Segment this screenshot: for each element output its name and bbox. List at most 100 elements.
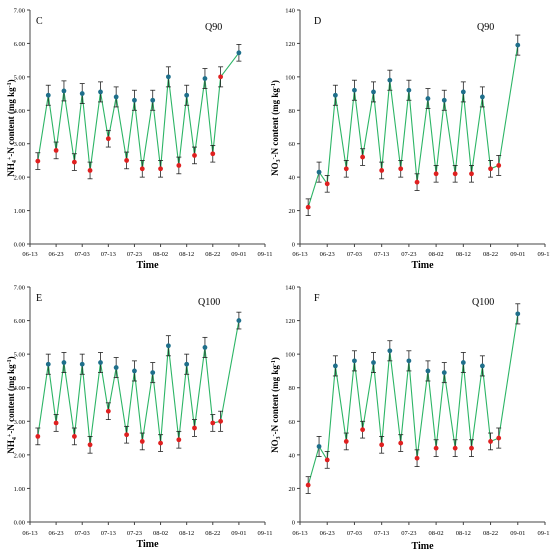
x-tick-label: 09-01 xyxy=(231,251,246,258)
data-point xyxy=(379,168,385,173)
x-tick-label: 07-23 xyxy=(401,530,416,537)
data-point xyxy=(398,166,404,172)
y-tick-label: 100 xyxy=(285,352,295,359)
data-point xyxy=(202,76,208,81)
data-point xyxy=(79,361,85,367)
y-tick-label: 60 xyxy=(289,419,296,426)
x-tick-label: 06-13 xyxy=(22,530,37,537)
y-tick-label: 40 xyxy=(289,452,296,459)
panel-annotation: Q90 xyxy=(205,22,222,33)
data-point xyxy=(324,457,330,463)
panel-label: F xyxy=(314,293,320,304)
y-axis-title-part: 3 xyxy=(276,159,282,162)
data-point xyxy=(479,94,485,100)
y-axis-title-part: + xyxy=(7,156,13,160)
data-point xyxy=(360,427,366,433)
y-tick-label: 80 xyxy=(289,108,296,115)
y-tick-label: 120 xyxy=(285,318,295,325)
data-point xyxy=(236,50,242,56)
y-axis-title-part: -N content (mg kg xyxy=(270,88,280,158)
x-tick-label: 09-01 xyxy=(510,251,525,258)
y-tick-label: 0.00 xyxy=(14,520,25,527)
y-axis-title-part: NH xyxy=(6,440,16,454)
x-tick-label: 08-22 xyxy=(483,530,498,537)
panel-annotation: Q90 xyxy=(477,22,494,33)
data-point xyxy=(61,360,67,365)
y-axis-title-part: ) xyxy=(270,357,280,360)
panel-label: D xyxy=(314,16,321,27)
y-axis-title-part: NO xyxy=(270,162,280,176)
x-tick-label: 07-23 xyxy=(401,251,416,258)
y-tick-label: 60 xyxy=(289,141,296,148)
y-axis-title: NH4+-N content (mg kg-1) xyxy=(6,79,18,176)
y-axis-title-part: ) xyxy=(6,356,16,359)
data-point xyxy=(218,418,224,424)
data-point xyxy=(496,163,502,168)
x-tick-label: 08-02 xyxy=(153,251,168,258)
y-tick-label: 4.00 xyxy=(14,385,25,392)
y-axis-title-part: -N content (mg kg xyxy=(6,364,16,434)
x-tick-label: 06-23 xyxy=(320,530,335,537)
data-point xyxy=(379,442,385,448)
data-point xyxy=(132,97,137,103)
data-point xyxy=(87,442,93,448)
data-point xyxy=(210,151,216,157)
x-tick-label: 07-03 xyxy=(75,530,90,537)
data-point xyxy=(150,97,156,103)
data-point xyxy=(332,363,338,369)
data-point xyxy=(192,153,197,158)
data-point xyxy=(79,91,85,96)
data-point xyxy=(150,370,156,376)
y-axis-title-part: 4 xyxy=(12,160,18,163)
data-point xyxy=(165,74,171,80)
data-point xyxy=(387,348,393,354)
data-point xyxy=(124,158,130,163)
series-line xyxy=(37,320,240,445)
x-tick-label: 06-23 xyxy=(49,251,64,258)
x-tick-label: 09-11 xyxy=(538,530,550,537)
x-tick-label: 09-11 xyxy=(538,251,550,258)
data-point xyxy=(53,148,59,153)
chart-panel-F: 0 20 40 60 80 100 120 140 06-13 06-23 07-03 07-13 07… xyxy=(270,285,550,553)
y-tick-label: 5.00 xyxy=(14,74,25,81)
x-tick-label: 06-13 xyxy=(292,530,307,537)
data-point xyxy=(488,439,493,444)
y-tick-label: 1.00 xyxy=(14,208,25,215)
x-tick-label: 07-13 xyxy=(374,530,389,537)
data-point xyxy=(343,166,349,172)
data-point xyxy=(71,159,77,165)
x-tick-label: 07-13 xyxy=(101,251,116,258)
data-point xyxy=(176,163,182,168)
data-point xyxy=(158,440,163,446)
data-point xyxy=(414,179,420,185)
data-point xyxy=(460,360,466,365)
y-tick-label: 4.00 xyxy=(14,108,25,115)
y-tick-label: 0 xyxy=(292,242,295,249)
y-axis-title-part: NH xyxy=(6,163,16,177)
data-point xyxy=(469,171,474,177)
x-axis-title: Time xyxy=(136,539,159,550)
data-point xyxy=(515,311,521,317)
y-tick-label: 120 xyxy=(285,41,295,48)
data-point xyxy=(113,365,119,370)
panel-label: C xyxy=(36,16,43,27)
y-tick-label: 5.00 xyxy=(14,352,25,359)
x-tick-label: 06-13 xyxy=(22,251,37,258)
x-tick-label: 08-22 xyxy=(205,251,220,258)
data-point xyxy=(488,166,493,172)
data-point xyxy=(316,444,322,449)
data-point xyxy=(158,166,163,172)
series-line xyxy=(307,45,519,208)
y-axis-title-part: -N content (mg kg xyxy=(6,87,16,157)
y-tick-label: 6.00 xyxy=(14,41,25,48)
panel-label: E xyxy=(36,293,42,304)
x-tick-label: 07-03 xyxy=(347,530,362,537)
data-point xyxy=(105,408,111,414)
data-point xyxy=(184,92,190,98)
data-point xyxy=(441,370,447,376)
y-tick-label: 3.00 xyxy=(14,141,25,148)
data-point xyxy=(113,94,119,100)
x-tick-label: 07-03 xyxy=(347,251,362,258)
x-tick-label: 08-12 xyxy=(456,251,471,258)
panel-annotation: Q100 xyxy=(472,297,494,308)
